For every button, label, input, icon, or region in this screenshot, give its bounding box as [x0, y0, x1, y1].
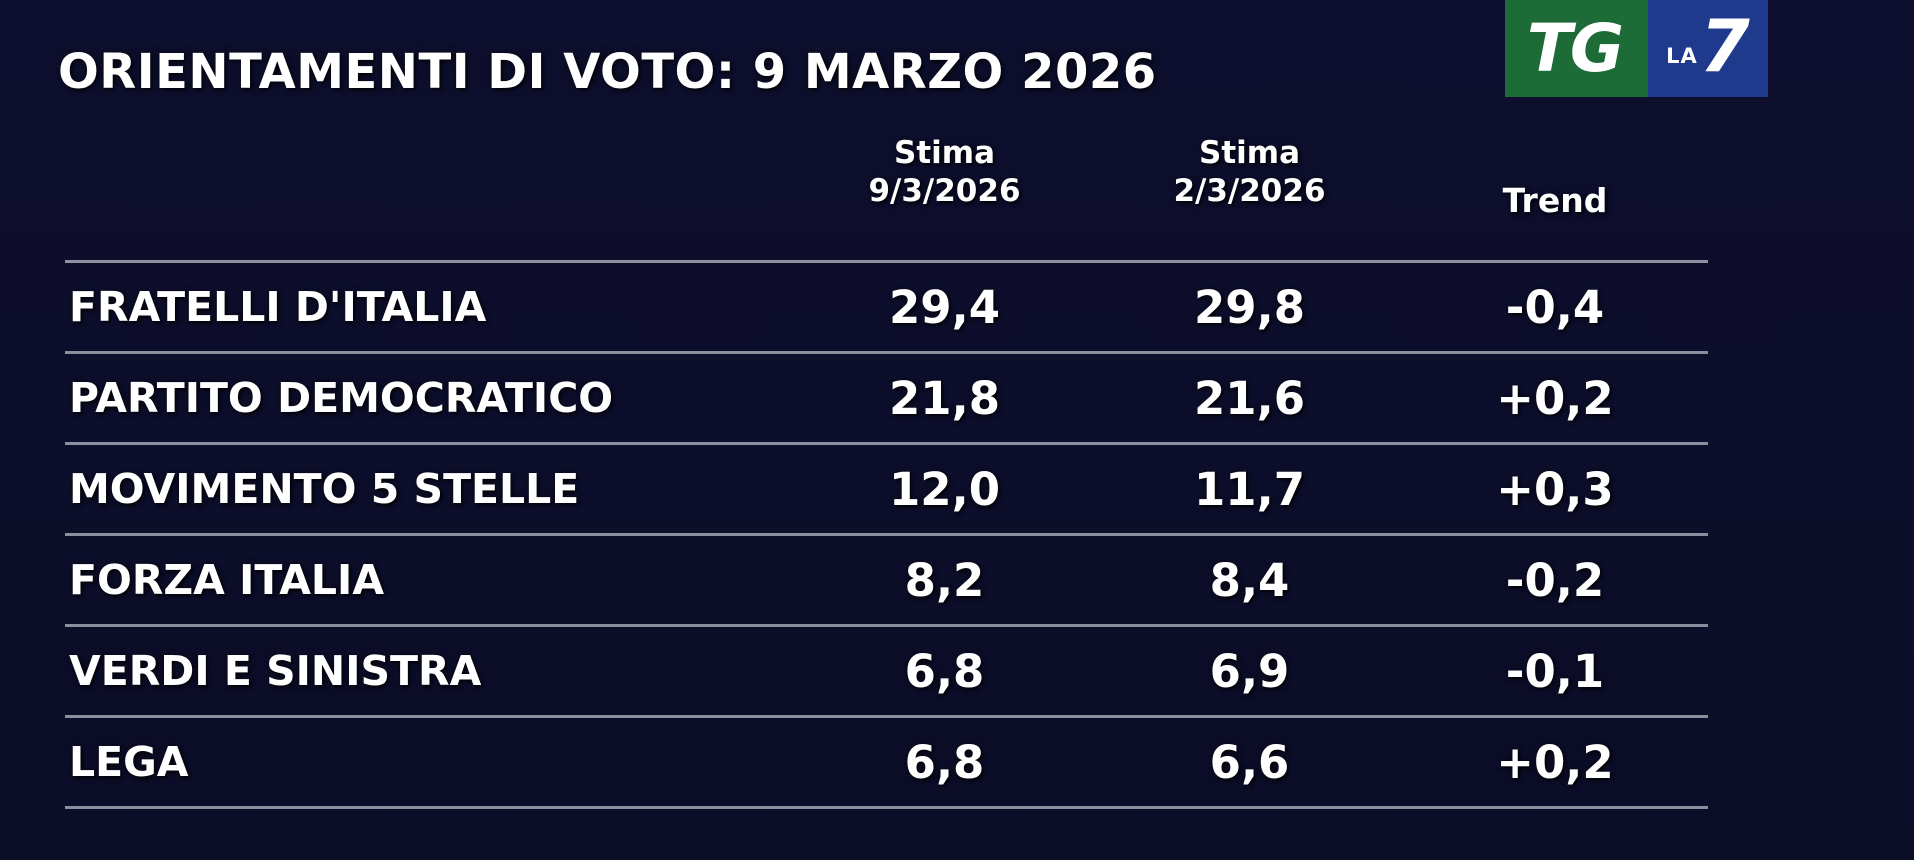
- stima1-value: 6,8: [904, 644, 985, 698]
- page-title: ORIENTAMENTI DI VOTO: 9 MARZO 2026: [58, 44, 1157, 100]
- trend-value: -0,2: [1505, 553, 1605, 607]
- trend-value: +0,2: [1496, 371, 1614, 425]
- column-header-stima-2-3-2026: Stima 2/3/2026: [1173, 135, 1326, 209]
- column-header-stima-9-3-2026: Stima 9/3/2026: [868, 135, 1021, 209]
- stima1-value: 12,0: [888, 462, 1001, 516]
- stima2-value: 29,8: [1193, 280, 1306, 334]
- table-row: FRATELLI D'ITALIA 29,4 29,8 -0,4: [65, 263, 1708, 354]
- stima2-value: 8,4: [1209, 553, 1290, 607]
- party-name-label: VERDI E SINISTRA: [69, 647, 482, 695]
- la7-logo-box: LA 7: [1648, 0, 1768, 97]
- trend-value: -0,1: [1505, 644, 1605, 698]
- table-row: VERDI E SINISTRA 6,8 6,9 -0,1: [65, 627, 1708, 718]
- stima2-value: 6,9: [1209, 644, 1290, 698]
- tg-logo-box: TG: [1505, 0, 1648, 97]
- table-row: FORZA ITALIA 8,2 8,4 -0,2: [65, 536, 1708, 627]
- poll-results-table: Stima 9/3/2026 Stima 2/3/2026 Trend FRAT…: [65, 130, 1708, 809]
- la7-logo-seven-text: 7: [1699, 3, 1750, 88]
- stima1-value: 6,8: [904, 735, 985, 789]
- stima2-value: 6,6: [1209, 735, 1290, 789]
- tg-logo-text: TG: [1526, 10, 1624, 87]
- party-name-label: PARTITO DEMOCRATICO: [69, 374, 614, 422]
- tg-la7-logo: TG LA 7: [1505, 0, 1768, 97]
- party-name-label: LEGA: [69, 738, 189, 786]
- trend-value: -0,4: [1505, 280, 1605, 334]
- column-header-trend: Trend: [1502, 181, 1608, 220]
- party-name-label: FRATELLI D'ITALIA: [69, 283, 487, 331]
- party-name-label: MOVIMENTO 5 STELLE: [69, 465, 580, 513]
- stima1-value: 29,4: [888, 280, 1001, 334]
- la7-logo-la-text: LA: [1666, 43, 1698, 68]
- trend-value: +0,2: [1496, 735, 1614, 789]
- party-name-label: FORZA ITALIA: [69, 556, 385, 604]
- table-row: LEGA 6,8 6,6 +0,2: [65, 718, 1708, 809]
- trend-value: +0,3: [1496, 462, 1614, 516]
- table-row: PARTITO DEMOCRATICO 21,8 21,6 +0,2: [65, 354, 1708, 445]
- stima2-value: 11,7: [1193, 462, 1306, 516]
- party-column-header: [65, 130, 792, 260]
- stima1-value: 21,8: [888, 371, 1001, 425]
- table-header-row: Stima 9/3/2026 Stima 2/3/2026 Trend: [65, 130, 1708, 263]
- table-row: MOVIMENTO 5 STELLE 12,0 11,7 +0,3: [65, 445, 1708, 536]
- stima2-value: 21,6: [1193, 371, 1306, 425]
- stima1-value: 8,2: [904, 553, 985, 607]
